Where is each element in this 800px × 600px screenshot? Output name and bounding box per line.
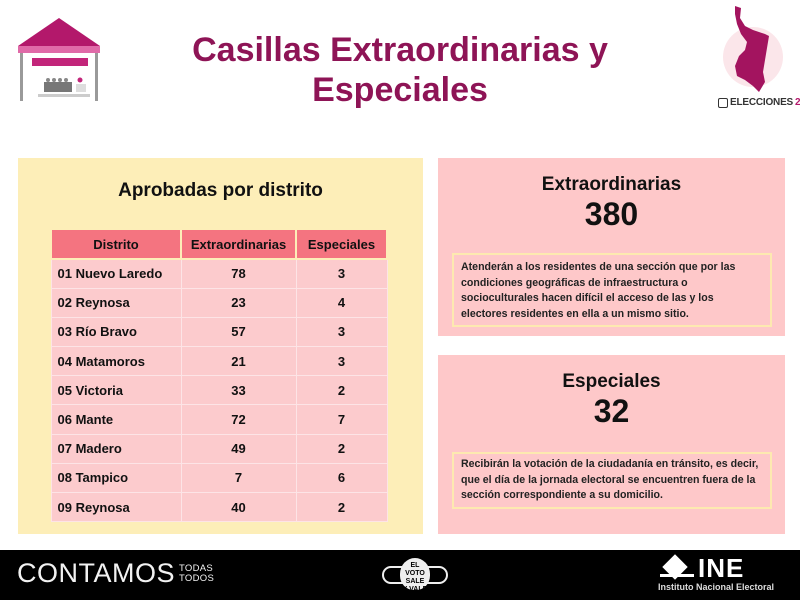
especiales-count: 2 xyxy=(295,433,388,464)
district-name: 03 Río Bravo xyxy=(50,316,182,348)
face-mask-icon: EL VOTO SALE Y VALE xyxy=(380,556,450,593)
ine-diamond-base xyxy=(660,574,694,577)
especiales-count: 4 xyxy=(295,287,388,318)
todas-todos-stack: TODAS TODOS xyxy=(179,562,215,584)
elections-year: 2021 xyxy=(795,97,800,108)
approved-by-district-panel: Aprobadas por distrito Distrito Extraord… xyxy=(18,158,423,534)
table-row: 04 Matamoros 21 3 xyxy=(50,346,388,377)
ine-subtitle: Instituto Nacional Electoral xyxy=(658,582,775,592)
ballot-box-icon xyxy=(718,97,728,108)
especiales-count: 7 xyxy=(295,404,388,435)
ine-wordmark: INE xyxy=(698,553,745,583)
mask-face: EL VOTO SALE Y VALE xyxy=(400,558,430,593)
district-name: 08 Tampico xyxy=(50,462,182,494)
district-name: 06 Mante xyxy=(50,404,182,435)
table-row: 09 Reynosa 40 2 xyxy=(50,491,388,523)
especiales-count: 2 xyxy=(295,375,388,406)
extraordinarias-count: 21 xyxy=(180,346,297,377)
footer-bar: CONTAMOS TODAS TODOS EL VOTO SALE Y VALE… xyxy=(0,550,800,600)
tamaulipas-map-icon xyxy=(735,6,769,92)
extraordinarias-count: 49 xyxy=(180,433,297,464)
district-name: 01 Nuevo Laredo xyxy=(50,258,182,289)
ine-logo: INE Instituto Nacional Electoral xyxy=(658,553,793,596)
tent-logo xyxy=(14,14,104,104)
column-header-especiales: Especiales xyxy=(295,230,388,260)
district-name: 07 Madero xyxy=(50,433,182,464)
table-row: 05 Victoria 33 2 xyxy=(50,375,388,406)
card-total: 380 xyxy=(584,196,639,232)
card-description: Atenderán a los residentes de una secció… xyxy=(452,253,772,327)
column-header-extraordinarias: Extraordinarias xyxy=(180,230,297,260)
extraordinarias-count: 23 xyxy=(180,287,297,318)
district-name: 04 Matamoros xyxy=(50,346,182,377)
tent-icon xyxy=(18,18,100,101)
especiales-count: 6 xyxy=(295,462,388,494)
page-title: Casillas Extraordinarias y Especiales xyxy=(120,30,680,110)
todos-text: TODOS xyxy=(179,572,215,584)
mask-line-1: EL VOTO xyxy=(405,562,425,577)
extraordinarias-count: 57 xyxy=(180,316,297,348)
extraordinarias-count: 33 xyxy=(180,375,297,406)
table-row: 01 Nuevo Laredo 78 3 xyxy=(50,258,388,289)
district-name: 02 Reynosa xyxy=(50,287,182,318)
extraordinarias-card: Extraordinarias 380 Atenderán a los resi… xyxy=(438,158,785,336)
title-line-2: Especiales xyxy=(312,71,488,109)
table-row: 06 Mante 72 7 xyxy=(50,404,388,435)
elections-map-logo xyxy=(705,2,797,110)
especiales-card: Especiales 32 Recibirán la votación de l… xyxy=(438,355,785,534)
table-row: 07 Madero 49 2 xyxy=(50,433,388,464)
mask-line-3: Y VALE xyxy=(402,586,428,593)
table-header-row: Distrito Extraordinarias Especiales xyxy=(50,230,388,260)
title-line-1: Casillas Extraordinarias y xyxy=(192,31,608,69)
district-name: 05 Victoria xyxy=(50,375,182,406)
especiales-count: 2 xyxy=(295,491,388,523)
extraordinarias-count: 7 xyxy=(180,462,297,494)
extraordinarias-count: 78 xyxy=(180,258,297,289)
mask-line-2: SALE xyxy=(405,578,425,585)
district-name: 09 Reynosa xyxy=(50,491,182,523)
column-header-district: Distrito xyxy=(50,230,182,260)
table-row: 08 Tampico 7 6 xyxy=(50,462,388,494)
todas-text: TODAS xyxy=(179,562,214,574)
contamos-text: CONTAMOS xyxy=(17,558,175,588)
table-row: 03 Río Bravo 57 3 xyxy=(50,316,388,348)
card-title: Extraordinarias xyxy=(541,174,682,195)
especiales-count: 3 xyxy=(295,316,388,348)
panel-subtitle: Aprobadas por distrito xyxy=(118,180,323,201)
especiales-count: 3 xyxy=(295,346,388,377)
extraordinarias-count: 72 xyxy=(180,404,297,435)
extraordinarias-count: 40 xyxy=(180,491,297,523)
card-title: Especiales xyxy=(562,371,661,392)
card-description: Recibirán la votación de la ciudadanía e… xyxy=(452,452,772,509)
card-total: 32 xyxy=(593,393,630,429)
contamos-todas-todos-logo: CONTAMOS TODAS TODOS xyxy=(17,558,214,589)
elections-2021-logo: ELECCIONES 2021 xyxy=(718,97,800,108)
table-row: 02 Reynosa 23 4 xyxy=(50,287,388,318)
districts-table: Distrito Extraordinarias Especiales 01 N… xyxy=(50,230,388,523)
elections-label: ELECCIONES xyxy=(730,97,794,108)
especiales-count: 3 xyxy=(295,258,388,289)
